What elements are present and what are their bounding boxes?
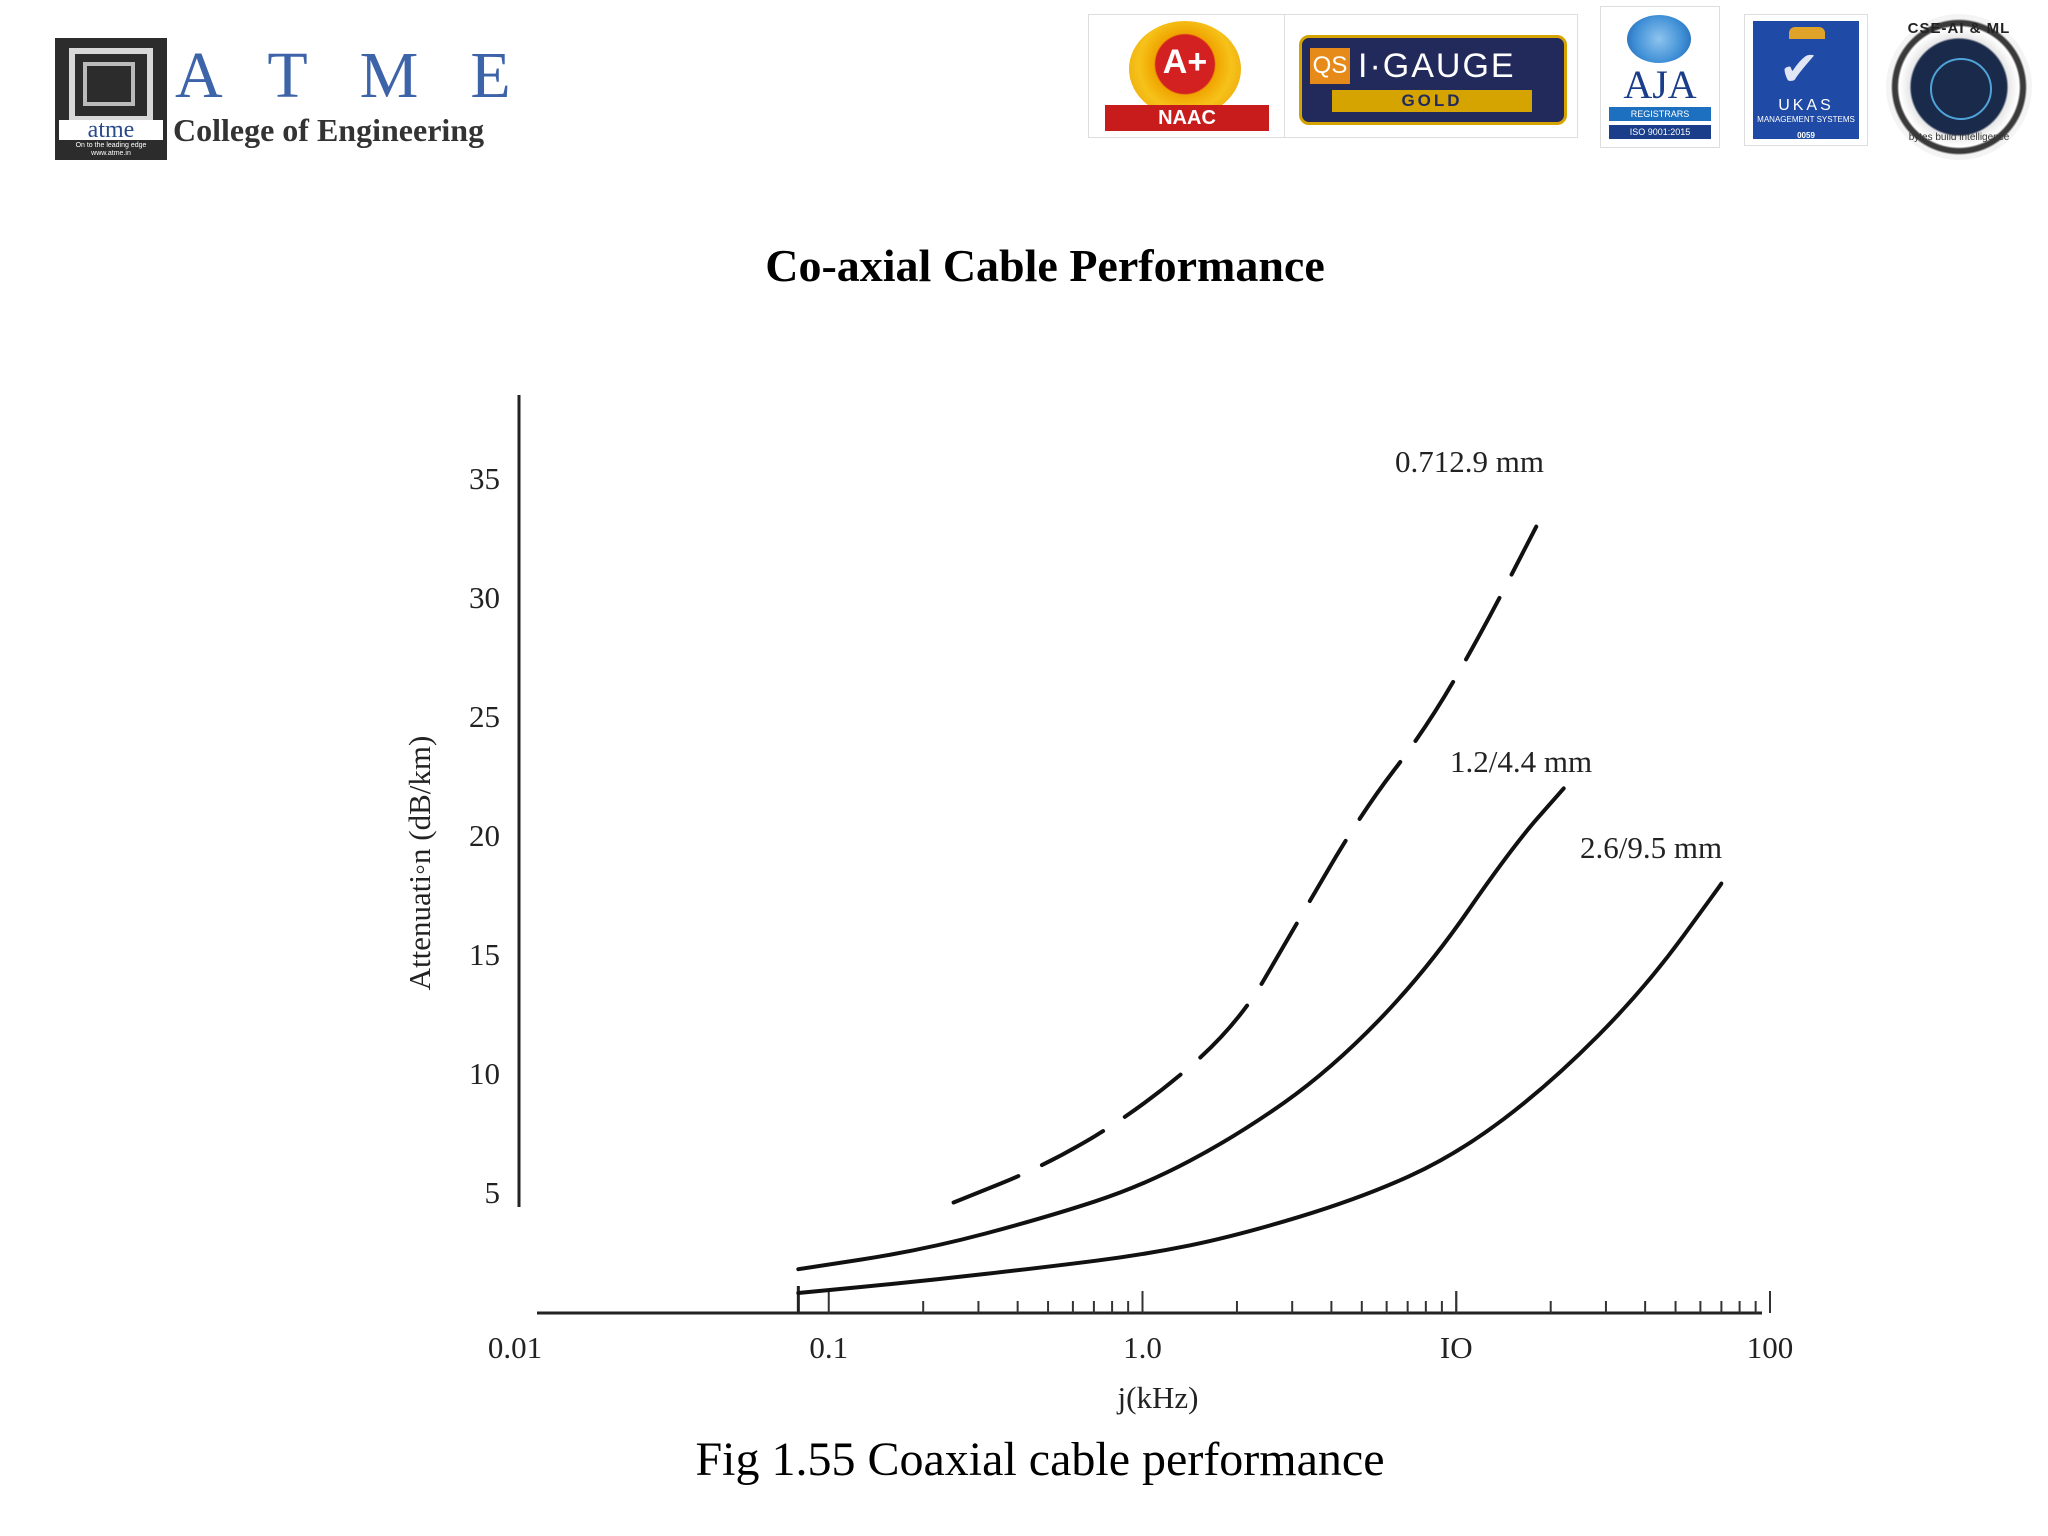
series-line — [796, 881, 1724, 1295]
x-tick-label: 100 — [1747, 1330, 1794, 1365]
logo-college-name: College of Engineering — [173, 112, 485, 148]
y-tick-label: 10 — [469, 1056, 500, 1091]
x-axis-label: j(kHz) — [1117, 1380, 1199, 1415]
aja-text: AJA — [1623, 62, 1697, 107]
chart-labels: Attenuati◦n (dB/km) j(kHz) 0.712.9 mm 1.2/4… — [402, 444, 1722, 1415]
crown-icon — [1789, 27, 1825, 39]
aja-iso: ISO 9001:2015 — [1609, 125, 1711, 139]
naac-seal-icon: A+ — [1129, 21, 1241, 117]
series-label-26-95mm: 2.6/9.5 mm — [1580, 830, 1722, 865]
logo-atme-small-text: atme — [59, 118, 163, 142]
chart-ticks: 5 10 15 20 25 30 35 0.01 0.1 1.0 IO 100 — [469, 461, 1793, 1365]
series-label-12-44mm: 1.2/4.4 mm — [1450, 744, 1592, 779]
ukas-badge: ✔ UKAS MANAGEMENT SYSTEMS 0059 — [1744, 14, 1868, 146]
y-tick-label: 35 — [469, 461, 500, 496]
series-line — [951, 524, 1539, 1205]
ukas-number: 0059 — [1797, 131, 1815, 140]
naac-badge: A+ NAAC — [1088, 14, 1286, 138]
logo-frame-inner-shape — [83, 62, 135, 106]
cse-sub: bytes build intelligence — [1908, 132, 2010, 143]
ukas-plate: ✔ UKAS MANAGEMENT SYSTEMS 0059 — [1753, 21, 1859, 140]
x-tick-label: 0.1 — [809, 1330, 848, 1365]
aja-registrars: REGISTRARS — [1609, 107, 1711, 121]
qs-plate: QS I·GAUGE GOLD — [1299, 35, 1567, 125]
qs-gold-text: GOLD — [1332, 90, 1532, 112]
aja-badge: AJA REGISTRARS ISO 9001:2015 — [1600, 6, 1720, 148]
qs-igauge-badge: QS I·GAUGE GOLD — [1284, 14, 1578, 138]
x-tick-label: 1.0 — [1123, 1330, 1162, 1365]
checkmark-icon: ✔ — [1779, 41, 1820, 97]
naac-grade: A+ — [1162, 43, 1208, 81]
qs-igauge-text: I·GAUGE — [1358, 47, 1516, 85]
y-tick-label: 15 — [469, 937, 500, 972]
naac-ribbon: NAAC — [1105, 105, 1269, 131]
y-tick-label: 30 — [469, 580, 500, 615]
slide-title: Co-axial Cable Performance — [765, 240, 1325, 291]
logo-big-letters: ATME — [175, 39, 563, 112]
chart-axes — [517, 395, 1762, 1315]
ukas-sub: MANAGEMENT SYSTEMS — [1757, 115, 1855, 124]
qs-logo: QS — [1310, 48, 1350, 84]
x-tick-label: 0.01 — [488, 1330, 542, 1365]
series-label-0712-9mm: 0.712.9 mm — [1395, 444, 1544, 479]
globe-icon — [1627, 15, 1691, 63]
logo-tagline: On to the leading edge www.atme.in — [75, 142, 147, 157]
logo-frame-shape — [69, 48, 153, 122]
chart-series — [796, 524, 1724, 1295]
y-tick-label: 5 — [485, 1175, 501, 1210]
y-tick-label: 25 — [469, 699, 500, 734]
ukas-text: UKAS — [1778, 97, 1834, 114]
y-axis-label: Attenuati◦n (dB/km) — [402, 736, 437, 991]
college-logo-emblem: atme On to the leading edge www.atme.in — [55, 38, 167, 160]
college-logo: atme On to the leading edge www.atme.in … — [55, 38, 545, 160]
figure-caption: Fig 1.55 Coaxial cable performance — [695, 1433, 1385, 1486]
y-tick-label: 20 — [469, 818, 500, 853]
cse-label: CSE-AI & ML — [1907, 20, 2011, 37]
x-tick-label: IO — [1440, 1330, 1473, 1365]
brain-icon — [1930, 58, 1992, 120]
series-line — [796, 786, 1566, 1272]
cse-aiml-badge: CSE-AI & ML bytes build intelligence — [1886, 14, 2032, 160]
